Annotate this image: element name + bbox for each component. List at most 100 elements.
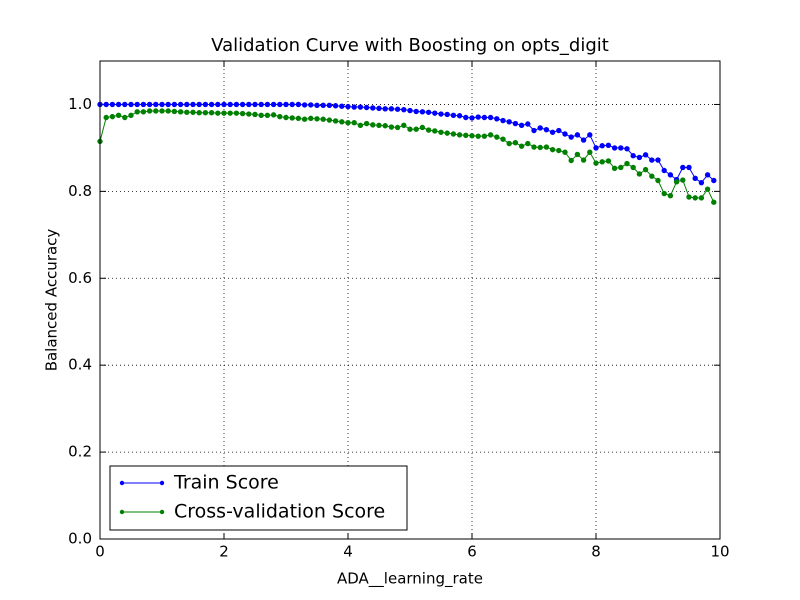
data-point	[289, 115, 295, 121]
y-tick-label: 0.0	[68, 530, 92, 548]
data-point	[134, 109, 140, 115]
data-point	[599, 159, 605, 165]
data-point	[698, 195, 705, 201]
data-point	[413, 126, 419, 132]
data-point	[184, 101, 190, 108]
data-point	[518, 143, 525, 149]
data-point	[258, 101, 264, 108]
data-point	[649, 157, 655, 163]
data-point	[649, 173, 655, 179]
legend-box	[109, 465, 408, 531]
legend-label: Cross-validation Score	[174, 501, 385, 523]
data-point	[475, 114, 481, 120]
series-line	[99, 110, 715, 203]
data-point	[332, 103, 339, 109]
legend-label: Train Score	[173, 472, 279, 494]
data-point	[686, 194, 692, 200]
data-point	[587, 132, 593, 138]
data-point	[103, 101, 109, 108]
data-point	[655, 177, 661, 184]
data-point	[146, 101, 153, 108]
data-point	[667, 172, 674, 178]
data-point	[208, 110, 215, 116]
data-point	[438, 111, 444, 117]
data-point	[574, 132, 581, 138]
data-point	[215, 101, 221, 108]
data-point	[283, 101, 289, 108]
data-point	[388, 106, 395, 112]
data-point	[630, 153, 636, 159]
data-point	[580, 157, 587, 163]
data-point	[605, 158, 612, 164]
data-point	[500, 136, 506, 142]
data-point	[432, 128, 438, 134]
data-point	[227, 110, 233, 116]
data-point	[419, 109, 426, 115]
data-point	[456, 113, 463, 119]
legend-marker	[159, 480, 165, 486]
data-point	[407, 107, 413, 114]
data-point	[258, 112, 264, 119]
data-point	[618, 164, 624, 171]
data-point	[599, 143, 605, 149]
series-line	[100, 103, 715, 184]
data-point	[475, 133, 481, 139]
legend-marker	[159, 509, 165, 515]
data-point	[376, 122, 382, 129]
data-point	[122, 101, 128, 108]
data-point	[587, 149, 593, 155]
data-point	[549, 146, 556, 153]
x-axis-label: ADA__learning_rate	[337, 570, 483, 589]
data-point	[556, 147, 562, 154]
data-point	[252, 101, 258, 108]
data-point	[680, 177, 686, 183]
data-point	[425, 127, 432, 133]
data-point	[686, 164, 692, 171]
data-point	[326, 117, 333, 123]
data-point	[159, 108, 165, 114]
data-point	[184, 109, 190, 115]
data-point	[382, 106, 388, 112]
data-point	[624, 160, 630, 167]
data-point	[636, 171, 643, 177]
data-point	[481, 133, 488, 139]
x-tick-label: 6	[467, 543, 477, 561]
data-point	[289, 101, 295, 108]
data-point	[463, 132, 469, 139]
data-point	[264, 112, 271, 119]
data-point	[518, 122, 525, 129]
data-point	[394, 106, 401, 112]
data-point	[215, 110, 221, 116]
data-point	[233, 110, 240, 116]
data-point	[308, 102, 314, 108]
data-point	[301, 116, 308, 122]
data-point	[506, 119, 512, 125]
data-point	[140, 101, 147, 108]
data-point	[103, 114, 109, 121]
data-point	[165, 101, 171, 108]
data-point	[407, 126, 413, 132]
data-point	[202, 101, 209, 108]
data-point	[500, 117, 506, 124]
data-point	[239, 110, 246, 117]
data-point	[556, 127, 562, 134]
data-point	[277, 101, 283, 108]
data-point	[413, 108, 419, 115]
data-point	[277, 113, 283, 120]
data-point	[401, 122, 407, 129]
data-point	[537, 125, 543, 131]
data-point	[450, 112, 457, 119]
data-point	[469, 115, 475, 121]
data-point	[506, 140, 512, 147]
data-point	[252, 111, 258, 118]
data-point	[171, 108, 178, 115]
data-point	[487, 114, 494, 121]
y-tick-label: 0.2	[68, 443, 92, 461]
data-point	[549, 129, 556, 135]
legend: Train Score Cross-validation Score	[109, 465, 408, 531]
data-point	[432, 110, 438, 116]
data-point	[382, 123, 388, 129]
data-point	[122, 114, 128, 121]
data-point	[190, 109, 196, 115]
data-point	[401, 106, 407, 113]
